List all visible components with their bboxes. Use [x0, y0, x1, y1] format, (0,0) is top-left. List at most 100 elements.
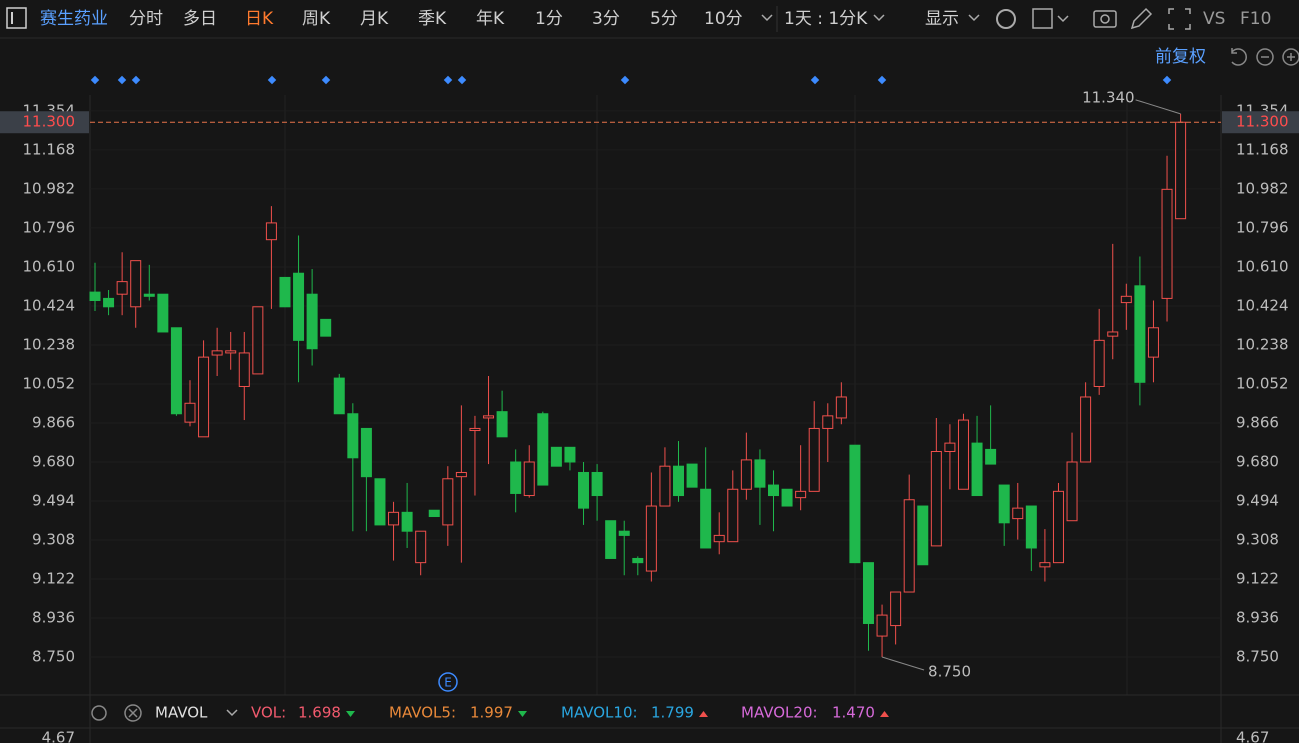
event-dot[interactable]	[443, 75, 453, 85]
high-leader	[1135, 99, 1181, 115]
chevron	[968, 14, 980, 22]
candle-body	[238, 352, 250, 387]
candle-body	[740, 459, 752, 490]
settings-icon[interactable]	[996, 9, 1016, 29]
candle-body	[496, 411, 508, 438]
chevron	[873, 14, 885, 22]
y-tick-label: 10.052	[1236, 374, 1289, 392]
stock-name[interactable]: 赛生药业	[40, 8, 108, 29]
candle-body	[483, 415, 495, 419]
candle-body	[143, 293, 155, 297]
tab[interactable]: 1分	[535, 9, 563, 29]
trend-arrow	[880, 711, 889, 717]
indicator-value: 1.470	[832, 704, 875, 722]
indicator-name[interactable]: MAVOL	[155, 704, 208, 722]
event-dot[interactable]	[117, 75, 127, 85]
y-tick-label: 8.936	[1236, 609, 1279, 627]
trend-arrow	[518, 711, 527, 717]
candle-body	[795, 490, 807, 499]
menu-icon[interactable]	[6, 7, 27, 29]
candle-body	[985, 448, 997, 465]
tab[interactable]: 5分	[650, 9, 678, 29]
candle-body	[103, 297, 115, 308]
tab[interactable]: 月K	[360, 9, 389, 29]
y-tick-label: 9.680	[32, 452, 75, 470]
candle-body	[944, 442, 956, 453]
candle-body	[360, 427, 372, 478]
candle-body	[279, 276, 291, 308]
volume-axis-label: 4.67	[1236, 729, 1269, 743]
candle-body	[930, 451, 942, 547]
tab[interactable]: 10分	[704, 9, 743, 29]
tab[interactable]: 3分	[592, 9, 620, 29]
y-tick-label: 9.122	[1236, 570, 1279, 588]
chevron[interactable]	[761, 14, 773, 22]
display-menu[interactable]: 显示	[925, 9, 959, 29]
indicator-value: 1.698	[298, 704, 341, 722]
candle-body	[686, 463, 698, 488]
volume-legend: VOL: 1.698 MAVOL5: 1.997 MAVOL10: 1.799 MAVOL2…	[251, 704, 889, 722]
candle-body	[781, 488, 793, 507]
candle-body	[591, 471, 603, 497]
event-dot[interactable]	[267, 75, 277, 85]
y-tick-label: 11.168	[1236, 140, 1289, 158]
zoom-in-icon[interactable]	[1282, 48, 1299, 66]
candle-body	[1175, 121, 1187, 220]
vs-button[interactable]: VS	[1203, 9, 1225, 29]
tab[interactable]: 日K	[245, 9, 274, 29]
candle-body	[442, 478, 454, 526]
settings-icon[interactable]	[91, 705, 107, 721]
candle-body	[713, 534, 725, 543]
event-dot[interactable]	[90, 75, 100, 85]
y-tick-label: 8.936	[32, 609, 75, 627]
tab[interactable]: 年K	[476, 9, 505, 29]
candle-body	[890, 591, 902, 627]
candle-body	[537, 413, 549, 486]
candle-body	[550, 446, 562, 467]
current-price-label: 11.300	[1236, 113, 1289, 131]
indicator-label: MAVOL20:	[741, 704, 818, 722]
candle-body	[401, 511, 413, 532]
y-tick-label: 9.308	[32, 531, 75, 549]
close-icon[interactable]	[124, 704, 142, 722]
y-tick-label: 10.424	[23, 296, 76, 314]
camera-icon[interactable]	[1093, 10, 1117, 28]
candle-body	[157, 293, 169, 333]
period-select[interactable]: 1天 : 1分K	[784, 9, 868, 29]
fullscreen-icon[interactable]	[1168, 8, 1191, 30]
candle-body	[116, 281, 128, 295]
tab[interactable]: 多日	[183, 9, 217, 29]
y-tick-label: 9.866	[32, 413, 75, 431]
candle-body	[211, 350, 223, 356]
candle-body	[469, 427, 481, 432]
tab[interactable]: 分时	[129, 9, 163, 29]
f10-button[interactable]: F10	[1240, 9, 1271, 29]
candle-body	[225, 350, 237, 354]
candle-body	[849, 444, 861, 564]
chevron	[1057, 15, 1069, 23]
candle-body	[1093, 339, 1105, 387]
candle-body	[170, 327, 182, 415]
event-marker[interactable]	[438, 672, 458, 692]
shape-icon[interactable]	[1032, 8, 1053, 29]
y-tick-label: 9.122	[32, 570, 75, 588]
event-dot[interactable]	[457, 75, 467, 85]
event-dot[interactable]	[131, 75, 141, 85]
camera-icon	[1100, 14, 1110, 24]
tab[interactable]: 周K	[302, 9, 331, 29]
y-tick-label: 11.168	[23, 140, 76, 158]
draw-icon[interactable]	[1130, 7, 1153, 30]
zoom-out-icon[interactable]	[1256, 48, 1274, 66]
candle-body	[808, 427, 820, 492]
candle-body	[388, 511, 400, 526]
tab[interactable]: 季K	[418, 9, 447, 29]
event-dot[interactable]	[321, 75, 331, 85]
y-tick-label: 9.680	[1236, 452, 1279, 470]
adjust-button[interactable]: 前复权	[1155, 47, 1206, 67]
candle-body	[1052, 490, 1064, 564]
y-tick-label: 10.982	[23, 179, 76, 197]
y-tick-label: 9.494	[1236, 492, 1279, 510]
candle-body	[768, 484, 779, 497]
candle-body	[198, 356, 210, 438]
reset-icon[interactable]	[1231, 48, 1247, 66]
